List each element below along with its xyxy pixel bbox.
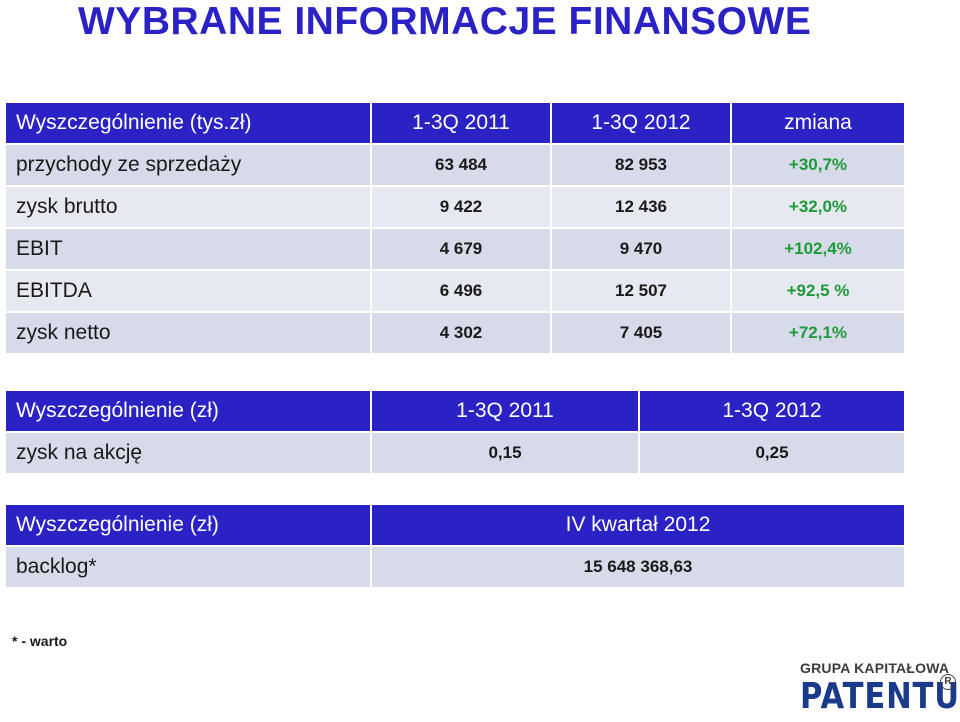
header-cell: 1-3Q 2011 [370, 389, 640, 433]
registered-trademark-icon: R [940, 674, 956, 690]
change-value: +30,7% [730, 143, 906, 187]
table-header-row: Wyszczególnienie (tys.zł) 1-3Q 2011 1-3Q… [4, 101, 906, 145]
row-label: zysk brutto [4, 185, 372, 229]
change-value: +102,4% [730, 227, 906, 271]
page-title: WYBRANE INFORMACJE FINANSOWE [78, 0, 812, 43]
change-value: +72,1% [730, 311, 906, 355]
row-label: przychody ze sprzedaży [4, 143, 372, 187]
table-row: zysk brutto 9 422 12 436 +32,0% [4, 185, 906, 229]
table-row: EBITDA 6 496 12 507 +92,5 % [4, 269, 906, 313]
header-cell: Wyszczególnienie (tys.zł) [4, 101, 372, 145]
company-logo: GRUPA KAPITAŁOWA PATENTUS R [796, 660, 960, 718]
value-2012: 12 436 [550, 185, 732, 229]
header-cell: 1-3Q 2012 [638, 389, 906, 433]
eps-table: Wyszczególnienie (zł) 1-3Q 2011 1-3Q 201… [4, 389, 906, 475]
value-2012: 82 953 [550, 143, 732, 187]
table-row: backlog* 15 648 368,63 [4, 545, 906, 589]
change-value: +92,5 % [730, 269, 906, 313]
value-2011: 9 422 [370, 185, 552, 229]
logo-group-text: GRUPA KAPITAŁOWA [800, 660, 950, 676]
value-2012: 12 507 [550, 269, 732, 313]
row-label: EBITDA [4, 269, 372, 313]
header-cell: 1-3Q 2012 [550, 101, 732, 145]
header-cell: IV kwartał 2012 [370, 503, 906, 547]
change-value: +32,0% [730, 185, 906, 229]
row-label: EBIT [4, 227, 372, 271]
header-cell: 1-3Q 2011 [370, 101, 552, 145]
table-header-row: Wyszczególnienie (zł) 1-3Q 2011 1-3Q 201… [4, 389, 906, 433]
row-label: backlog* [4, 545, 372, 589]
financial-summary-table: Wyszczególnienie (tys.zł) 1-3Q 2011 1-3Q… [4, 101, 906, 355]
value-2011: 0,15 [370, 431, 640, 475]
table-header-row: Wyszczególnienie (zł) IV kwartał 2012 [4, 503, 906, 547]
table-row: EBIT 4 679 9 470 +102,4% [4, 227, 906, 271]
header-cell: Wyszczególnienie (zł) [4, 503, 372, 547]
backlog-table: Wyszczególnienie (zł) IV kwartał 2012 ba… [4, 503, 906, 589]
table-row: zysk netto 4 302 7 405 +72,1% [4, 311, 906, 355]
value-2011: 63 484 [370, 143, 552, 187]
row-label: zysk netto [4, 311, 372, 355]
backlog-value: 15 648 368,63 [370, 545, 906, 589]
header-cell: Wyszczególnienie (zł) [4, 389, 372, 433]
value-2012: 7 405 [550, 311, 732, 355]
table-row: przychody ze sprzedaży 63 484 82 953 +30… [4, 143, 906, 187]
value-2012: 0,25 [638, 431, 906, 475]
value-2012: 9 470 [550, 227, 732, 271]
footnote: * - warto [12, 633, 68, 649]
value-2011: 4 302 [370, 311, 552, 355]
logo-brand-text: PATENTUS [800, 676, 960, 717]
table-row: zysk na akcję 0,15 0,25 [4, 431, 906, 475]
row-label: zysk na akcję [4, 431, 372, 475]
value-2011: 4 679 [370, 227, 552, 271]
header-cell: zmiana [730, 101, 906, 145]
value-2011: 6 496 [370, 269, 552, 313]
